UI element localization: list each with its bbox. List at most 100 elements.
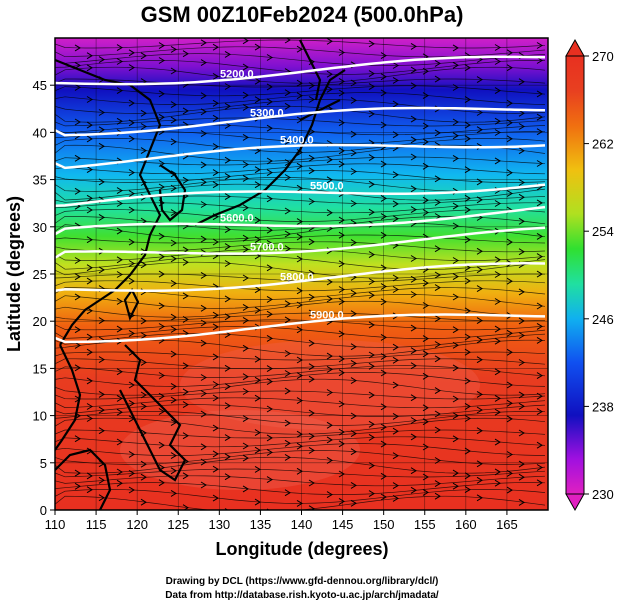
streamline-arrow	[242, 103, 249, 111]
streamline-arrow	[494, 256, 501, 264]
streamline-arrow	[380, 231, 387, 239]
streamline	[55, 138, 546, 153]
streamline-arrow	[74, 273, 81, 281]
streamline-arrow	[212, 143, 219, 151]
x-tick-label: 115	[86, 517, 107, 532]
streamline-arrow	[350, 377, 357, 385]
streamline-arrow	[284, 370, 291, 377]
y-axis-label: Latitude (degrees)	[4, 196, 24, 352]
streamline	[55, 443, 546, 456]
streamline-arrow	[212, 494, 219, 502]
streamline	[55, 397, 546, 409]
streamline-arrow	[224, 122, 231, 129]
streamline-arrow	[536, 253, 543, 261]
streamline-arrow	[254, 166, 261, 174]
streamline-arrow	[494, 87, 501, 95]
x-tick-label: 125	[167, 517, 189, 532]
streamline-arrow	[476, 336, 483, 344]
streamline-arrow	[506, 119, 513, 127]
streamline-arrow	[182, 401, 189, 409]
streamline-arrow	[368, 278, 375, 285]
streamline-arrow	[494, 337, 501, 345]
streamline-arrow	[128, 450, 135, 458]
streamline-arrow	[434, 271, 441, 279]
streamline-arrow	[128, 277, 135, 285]
streamline-arrow	[158, 253, 165, 261]
streamline-arrow	[506, 49, 513, 57]
streamline-arrow	[98, 213, 105, 221]
streamline-arrow	[380, 423, 387, 431]
streamline-arrow	[224, 364, 231, 372]
streamline-arrow	[212, 238, 219, 246]
streamline-arrow	[422, 67, 429, 75]
colorbar-bottom-triangle	[565, 493, 585, 512]
streamline-arrow	[536, 408, 543, 416]
streamline-arrow	[170, 419, 177, 427]
streamline-arrow	[326, 278, 333, 286]
streamline-arrow	[86, 264, 93, 272]
streamline-arrow	[518, 429, 525, 437]
streamline-arrow	[464, 135, 471, 143]
streamline	[55, 372, 546, 387]
streamline-arrow	[254, 394, 261, 402]
streamline-arrow	[368, 351, 375, 359]
contour-label: 5600.0	[220, 212, 254, 224]
streamline-arrow	[476, 266, 483, 274]
streamline	[55, 163, 546, 175]
streamline-arrow	[170, 279, 177, 287]
credit-data: Data from http://database.rish.kyoto-u.a…	[165, 590, 439, 601]
streamline-arrow	[392, 76, 399, 84]
streamline-arrow	[350, 289, 357, 297]
streamline-arrow	[200, 39, 207, 47]
streamline-arrow	[224, 434, 231, 442]
streamline-arrow	[86, 472, 93, 480]
streamline-arrow	[284, 207, 291, 215]
streamline-arrow	[410, 291, 417, 298]
contour-line	[55, 313, 546, 344]
streamline-arrow	[380, 353, 387, 360]
streamline-arrow	[464, 348, 471, 356]
streamline-arrow	[464, 402, 471, 410]
contour-line	[55, 262, 546, 292]
streamline-arrow	[536, 90, 543, 98]
streamline-arrow	[338, 119, 345, 127]
streamline-arrow	[422, 196, 429, 204]
streamline	[55, 456, 546, 474]
coastline-philippines	[119, 344, 187, 482]
streamline-arrow	[116, 58, 123, 65]
streamline-arrow	[266, 476, 273, 484]
streamline-arrow	[242, 204, 249, 212]
streamline-arrow	[368, 291, 375, 299]
streamline-arrow	[296, 255, 303, 263]
streamline-arrow	[266, 448, 273, 456]
streamline-arrow	[242, 388, 249, 395]
streamline-arrow	[452, 395, 459, 403]
streamline-arrow	[200, 390, 207, 397]
streamline-arrow	[266, 124, 273, 132]
streamline-arrow	[98, 56, 105, 64]
streamline-arrow	[422, 92, 429, 100]
x-tick-label: 140	[291, 517, 313, 532]
streamline-arrow	[392, 171, 399, 179]
streamline-arrow	[284, 174, 291, 181]
streamline-arrow	[254, 306, 261, 314]
streamline-arrow	[410, 206, 417, 214]
streamline-arrow	[266, 295, 273, 303]
streamline-arrow	[464, 447, 471, 455]
streamline-arrow	[200, 271, 207, 279]
streamline-arrow	[476, 460, 483, 468]
streamline-arrow	[434, 284, 441, 292]
streamline	[55, 417, 546, 435]
streamline-arrow	[308, 309, 315, 317]
streamline-arrow	[116, 394, 123, 402]
colorbar-tick-label: 238	[592, 399, 614, 414]
streamline-arrow	[326, 70, 333, 78]
streamline-arrow	[434, 457, 441, 464]
streamline-arrow	[452, 435, 459, 443]
streamline-arrow	[464, 96, 471, 104]
streamline-arrow	[350, 412, 357, 420]
streamline-arrow	[422, 302, 429, 309]
streamline-arrow	[380, 264, 387, 272]
streamline-arrow	[116, 468, 123, 476]
streamline-arrow	[212, 181, 219, 189]
